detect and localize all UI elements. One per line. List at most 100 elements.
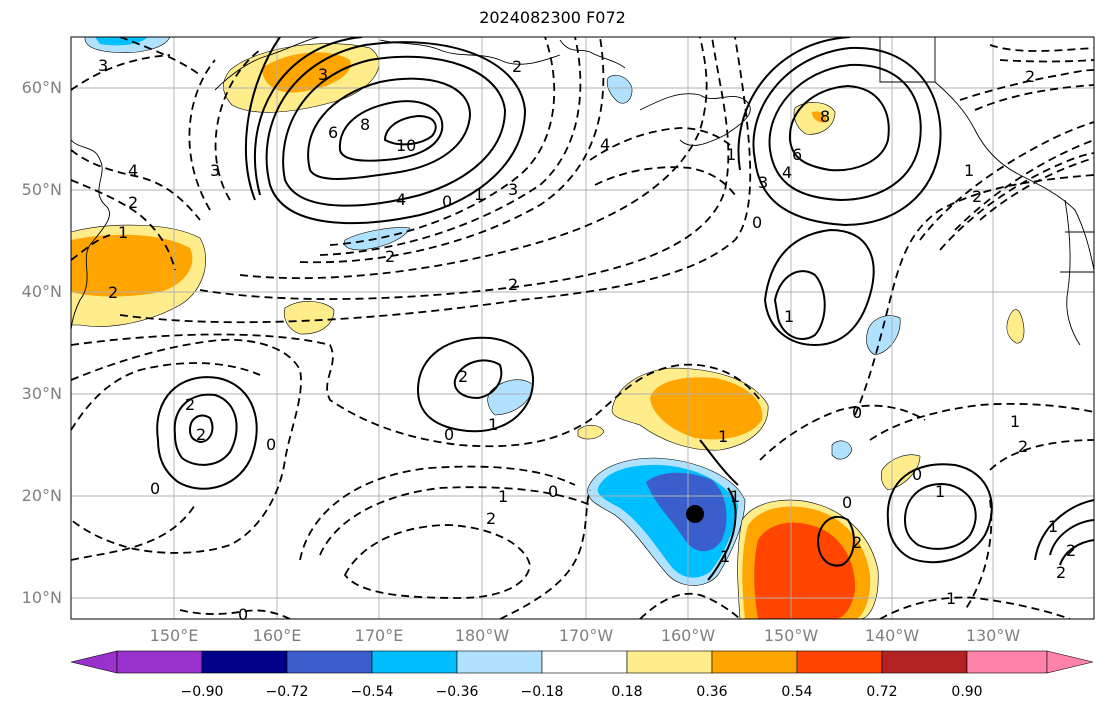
contour-label: 1 xyxy=(784,307,794,326)
shade-blue-tiny xyxy=(831,440,853,460)
contour-high-180-2 xyxy=(416,336,535,433)
contour-label: 0 xyxy=(238,605,248,624)
contour-neg-21 xyxy=(989,439,1094,471)
lat-label-40n: 40°N xyxy=(21,282,62,301)
contour-center-1 xyxy=(699,439,739,486)
shade-orange-center xyxy=(650,377,763,440)
contour-trough-2 xyxy=(763,228,875,347)
contour-label: 3 xyxy=(758,173,768,192)
colorbar-tick: −0.72 xyxy=(265,684,309,700)
colorbar-tick: −0.54 xyxy=(350,684,394,700)
contour-low-nw-3 xyxy=(383,114,437,146)
lon-label-170e: 170°E xyxy=(354,626,404,645)
contour-neg-38 xyxy=(589,127,731,161)
contour-label: 2 xyxy=(508,275,518,294)
colorbar-extend-high xyxy=(1046,650,1094,674)
lat-label-50n: 50°N xyxy=(21,180,62,199)
contour-label: 0 xyxy=(752,213,762,232)
contour-label: 0 xyxy=(842,493,852,512)
contour-low-ne-1 xyxy=(788,84,890,172)
contour-low-nw-1 xyxy=(307,77,472,180)
contour-high-w-3 xyxy=(156,376,258,490)
contour-label: 1 xyxy=(730,487,740,506)
shaded-anomalies xyxy=(71,37,1025,619)
contour-label: 0 xyxy=(150,479,160,498)
lat-label-30n: 30°N xyxy=(21,384,62,403)
contour-neg-37 xyxy=(879,596,1071,619)
contour-label: 0 xyxy=(266,435,276,454)
contour-label: 1 xyxy=(720,547,730,566)
contour-label: 6 xyxy=(792,145,802,164)
lat-label-10n: 10°N xyxy=(21,588,62,607)
contour-label: 1 xyxy=(946,589,956,608)
coast-aleutian-chain xyxy=(559,39,626,69)
contour-label: 0 xyxy=(442,192,452,211)
contour-low-nw-4 xyxy=(282,55,507,207)
colorbar xyxy=(70,650,1094,674)
contour-label: 4 xyxy=(600,135,610,154)
contour-label: 2 xyxy=(852,533,862,552)
shade-orange-ak xyxy=(812,111,827,123)
contour-label: 0 xyxy=(852,403,862,422)
contour-low-nw-7 xyxy=(244,37,281,201)
contour-high-e-1 xyxy=(903,483,977,550)
contour-label: 1 xyxy=(474,185,484,204)
coast-na-west xyxy=(1064,199,1081,346)
contour-high-se-3 xyxy=(1059,539,1094,566)
contour-neg-10 xyxy=(71,338,302,554)
contour-high-c-1 xyxy=(816,515,855,567)
contour-trough-1 xyxy=(773,270,826,340)
contour-neg-12 xyxy=(71,504,196,561)
colorbar-bin xyxy=(626,650,713,674)
contour-neg-25 xyxy=(979,157,1094,221)
contour-label: 0 xyxy=(548,482,558,501)
contour-label: 1 xyxy=(1048,517,1058,536)
contour-label: 1 xyxy=(488,415,498,434)
colorbar-tick: −0.36 xyxy=(435,684,479,700)
contour-label: 2 xyxy=(1056,563,1066,582)
contour-label: 10 xyxy=(396,136,416,155)
contour-neg-30 xyxy=(999,59,1094,63)
contour-high-se-1 xyxy=(1049,519,1094,556)
contour-neg-8 xyxy=(119,37,752,324)
shade-lightblue-band xyxy=(343,227,411,251)
contour-neg-11 xyxy=(71,362,261,431)
contour-label: 4 xyxy=(128,161,138,180)
colorbar-tick: −0.90 xyxy=(180,684,224,700)
contour-neg-23 xyxy=(919,121,1094,241)
coast-aleutian xyxy=(379,39,561,65)
contour-label: 2 xyxy=(458,367,468,386)
contour-neg-36 xyxy=(179,609,291,619)
contour-neg-29 xyxy=(989,44,1094,52)
contour-low-ne-2 xyxy=(768,63,922,202)
coast-alaska-south xyxy=(879,37,936,83)
contour-neg-19 xyxy=(854,174,1094,416)
contour-label: 3 xyxy=(210,161,220,180)
colorbar-bin xyxy=(881,650,968,674)
colorbar-bin xyxy=(711,650,798,674)
lon-label-180w: 180°W xyxy=(454,626,510,645)
contour-label: 1 xyxy=(964,161,974,180)
lon-label-150w: 150°W xyxy=(763,626,819,645)
contour-label: 8 xyxy=(360,115,370,134)
coast-alaska xyxy=(639,93,751,146)
contour-neg-3 xyxy=(329,37,556,246)
contour-low-nw-2 xyxy=(338,100,444,162)
contour-neg-31 xyxy=(71,149,201,221)
colorbar-tick: 0.72 xyxy=(866,684,898,700)
colorbar-extend-low xyxy=(70,650,118,674)
colorbar-tick: 0.54 xyxy=(781,684,813,700)
contour-neg-4 xyxy=(319,37,582,256)
contour-label: 1 xyxy=(718,427,728,446)
contour-neg-1 xyxy=(214,49,261,201)
colorbar-bin xyxy=(966,650,1048,674)
map-plot-area xyxy=(71,37,1094,619)
contour-neg-35 xyxy=(71,234,111,261)
contour-center-2 xyxy=(707,487,737,581)
lon-label-160e: 160°E xyxy=(252,626,302,645)
contour-neg-7 xyxy=(199,37,730,300)
contour-high-e-2 xyxy=(886,463,993,564)
contour-label: 2 xyxy=(108,283,118,302)
lon-label-140w: 140°W xyxy=(864,626,920,645)
